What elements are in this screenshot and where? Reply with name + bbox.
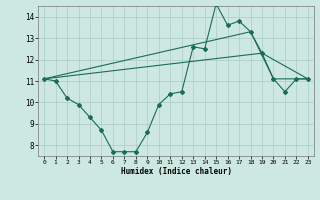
X-axis label: Humidex (Indice chaleur): Humidex (Indice chaleur) [121, 167, 231, 176]
